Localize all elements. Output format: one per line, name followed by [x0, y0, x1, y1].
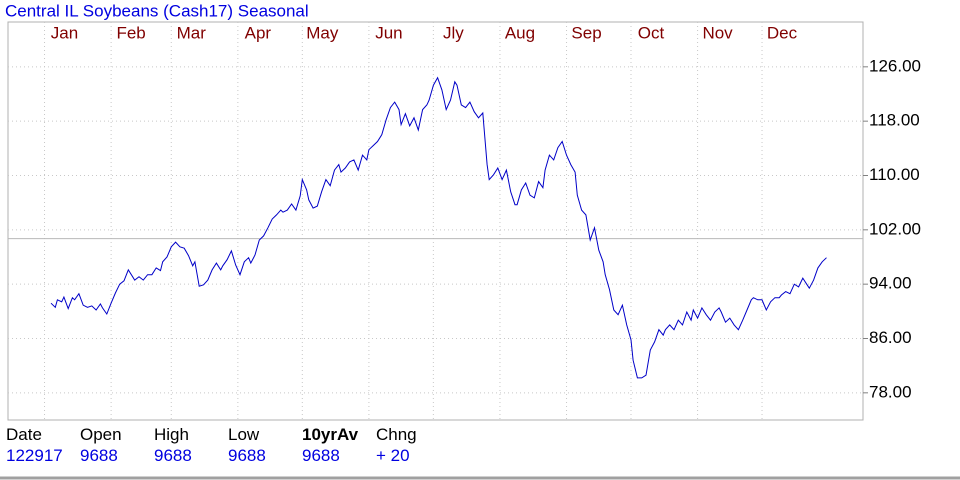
- footer-header: High: [154, 425, 189, 444]
- footer-header: Chng: [376, 425, 417, 444]
- chart-title: Central IL Soybeans (Cash17) Seasonal: [5, 1, 309, 20]
- footer-value: + 20: [376, 446, 410, 465]
- x-tick-label: Jly: [443, 23, 464, 42]
- plot-frame: [7, 21, 864, 421]
- x-tick-label: Apr: [245, 23, 272, 42]
- x-tick-label: Dec: [767, 23, 798, 42]
- x-tick-label: May: [306, 23, 339, 42]
- footer-header: Open: [80, 425, 122, 444]
- x-tick-label: Sep: [571, 23, 601, 42]
- x-tick-label: Nov: [702, 23, 733, 42]
- y-tick-label: 78.00: [869, 382, 912, 401]
- y-tick-label: 118.00: [869, 111, 920, 130]
- footer-header: 10yrAv: [302, 425, 359, 444]
- x-tick-label: Jun: [375, 23, 402, 42]
- footer-value: 9688: [228, 446, 266, 465]
- x-tick-label: Aug: [505, 23, 535, 42]
- footer-value: 122917: [6, 446, 63, 465]
- y-tick-label: 94.00: [869, 274, 912, 293]
- x-tick-label: Jan: [51, 23, 78, 42]
- y-tick-label: 102.00: [869, 219, 921, 238]
- y-tick-label: 86.00: [869, 328, 912, 347]
- price-line: [50, 76, 827, 379]
- x-tick-label: Oct: [638, 23, 665, 42]
- x-tick-label: Mar: [177, 23, 207, 42]
- footer-header: Low: [228, 425, 260, 444]
- x-tick-label: Feb: [116, 23, 145, 42]
- y-tick-label: 126.00: [869, 56, 921, 75]
- footer-header: Date: [6, 425, 42, 444]
- footer-value: 9688: [80, 446, 118, 465]
- footer-value: 9688: [302, 446, 340, 465]
- y-tick-label: 110.00: [869, 165, 920, 184]
- footer-value: 9688: [154, 446, 192, 465]
